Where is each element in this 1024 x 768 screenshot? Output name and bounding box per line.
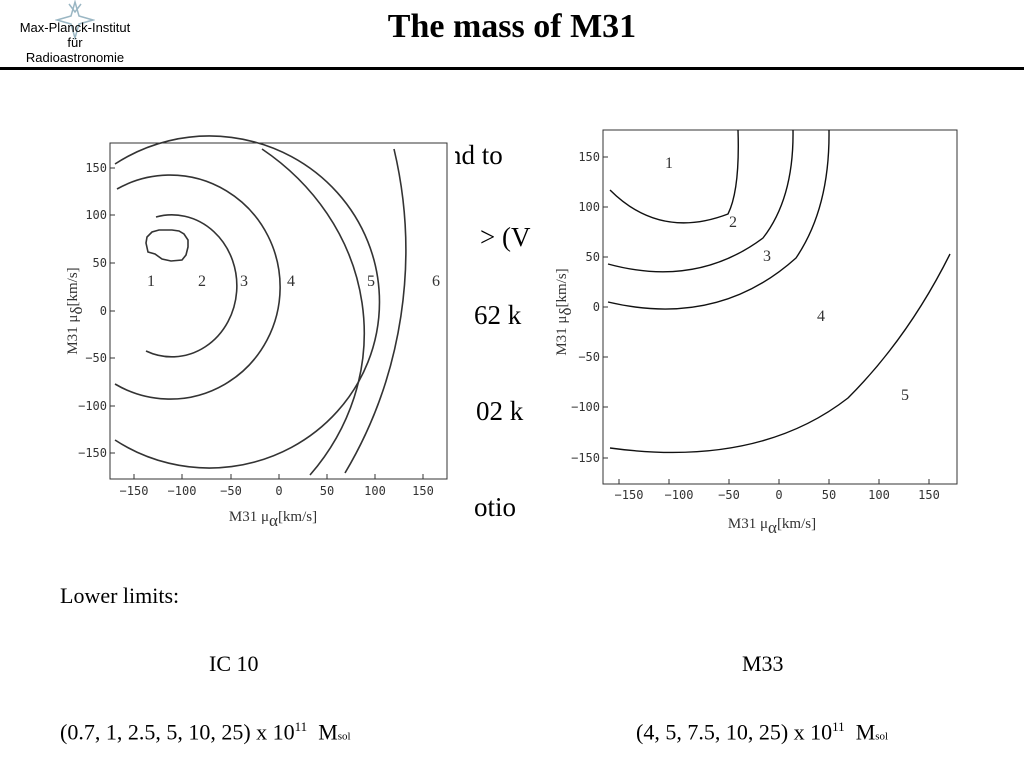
contour-label-2: 2 — [198, 273, 206, 290]
background-text-4: 02 k — [476, 396, 524, 426]
x-tick-label: −150 — [120, 484, 149, 498]
x-tick-label: −50 — [220, 484, 242, 498]
mass-unit-sub: sol — [875, 730, 889, 743]
background-text-2: > (V — [480, 222, 531, 252]
x-tick-label: 0 — [775, 488, 782, 502]
exponent: 11 — [294, 719, 308, 734]
y-tick-label: −150 — [571, 451, 600, 465]
contour-label-4: 4 — [287, 273, 295, 290]
ic10-values-text: (0.7, 1, 2.5, 5, 10, 25) x 10 — [60, 719, 295, 745]
contour-3 — [607, 129, 830, 310]
y-tick-label: 50 — [93, 256, 107, 270]
contour-label-5: 5 — [367, 273, 375, 290]
x-tick-label: 150 — [918, 488, 940, 502]
y-tick-label: 150 — [578, 150, 600, 164]
y-tick-label: −150 — [78, 446, 107, 460]
contour-4 — [114, 135, 381, 469]
contour-1 — [145, 229, 189, 262]
minerva-logo-icon — [55, 0, 95, 40]
x-tick-label: 100 — [868, 488, 890, 502]
y-tick-label: 50 — [586, 250, 600, 264]
contour-label-3: 3 — [240, 273, 248, 290]
y-axis-label: M31 μδ[km/s] — [65, 267, 86, 354]
contour-label-4: 4 — [817, 308, 825, 325]
contour-plot-m33: −150 −100 −50 0 50 100 150 150 100 50 0 … — [548, 128, 968, 543]
y-tick-label: −100 — [571, 400, 600, 414]
header-divider — [0, 67, 1024, 70]
y-tick-label: 100 — [578, 200, 600, 214]
contour-2 — [145, 214, 238, 358]
x-tick-label: −100 — [168, 484, 197, 498]
contour-4 — [609, 253, 951, 454]
y-axis-label: M31 μδ[km/s] — [554, 268, 575, 355]
y-tick-label: −50 — [85, 351, 107, 365]
y-tick-label: 100 — [85, 208, 107, 222]
contour-label-5: 5 — [901, 387, 909, 404]
y-tick-label: 150 — [85, 161, 107, 175]
background-text-5: otio — [474, 492, 517, 522]
x-tick-label: −100 — [665, 488, 694, 502]
x-tick-label: −50 — [718, 488, 740, 502]
exponent: 11 — [832, 719, 845, 734]
mass-unit: M — [855, 719, 876, 745]
x-tick-label: −150 — [615, 488, 644, 502]
y-tick-label: −50 — [578, 350, 600, 364]
contour-6 — [344, 148, 407, 474]
x-tick-label: 100 — [364, 484, 386, 498]
m33-values-text: (4, 5, 7.5, 10, 25) x 10 — [636, 719, 833, 745]
ic10-label: IC 10 — [209, 651, 259, 676]
y-tick-label: 0 — [100, 304, 107, 318]
mass-unit: M — [318, 719, 338, 745]
x-tick-label: 0 — [275, 484, 282, 498]
contour-1 — [609, 129, 739, 224]
y-tick-label: 0 — [593, 300, 600, 314]
contour-label-3: 3 — [763, 248, 771, 265]
slide-title: The mass of M31 — [387, 8, 637, 45]
contour-label-2: 2 — [729, 214, 737, 231]
contour-label-1: 1 — [665, 155, 673, 172]
logo-line-2: für — [67, 35, 83, 50]
x-tick-label: 150 — [412, 484, 434, 498]
y-tick-label: −100 — [78, 399, 107, 413]
contour-2 — [607, 129, 794, 273]
ic10-mass-values: (0.7, 1, 2.5, 5, 10, 25) x 1011 Msol — [60, 719, 351, 745]
x-tick-label: 50 — [320, 484, 334, 498]
background-text-1: nd to — [448, 140, 503, 170]
m33-label: M33 — [742, 651, 784, 676]
logo-line-3: Radioastronomie — [25, 50, 125, 65]
mass-unit-sub: sol — [337, 730, 351, 743]
contour-label-6: 6 — [432, 273, 440, 290]
x-axis-label: M31 μα[km/s] — [229, 509, 317, 530]
m33-mass-values: (4, 5, 7.5, 10, 25) x 1011 Msol — [636, 719, 888, 745]
contour-label-1: 1 — [147, 273, 155, 290]
x-axis-label: M31 μα[km/s] — [728, 516, 816, 537]
x-tick-label: 50 — [822, 488, 836, 502]
institute-logo: Max-Planck-Institut für Radioastronomie — [0, 0, 150, 66]
logo-line-1: Max-Planck-Institut — [19, 20, 131, 35]
contour-3 — [114, 174, 281, 400]
contour-plot-ic10: −150 −100 −50 0 50 100 150 150 100 50 0 … — [55, 135, 455, 535]
lower-limits-heading: Lower limits: — [60, 583, 180, 608]
background-text-3: 62 k — [474, 300, 522, 330]
contour-5 — [261, 148, 366, 476]
